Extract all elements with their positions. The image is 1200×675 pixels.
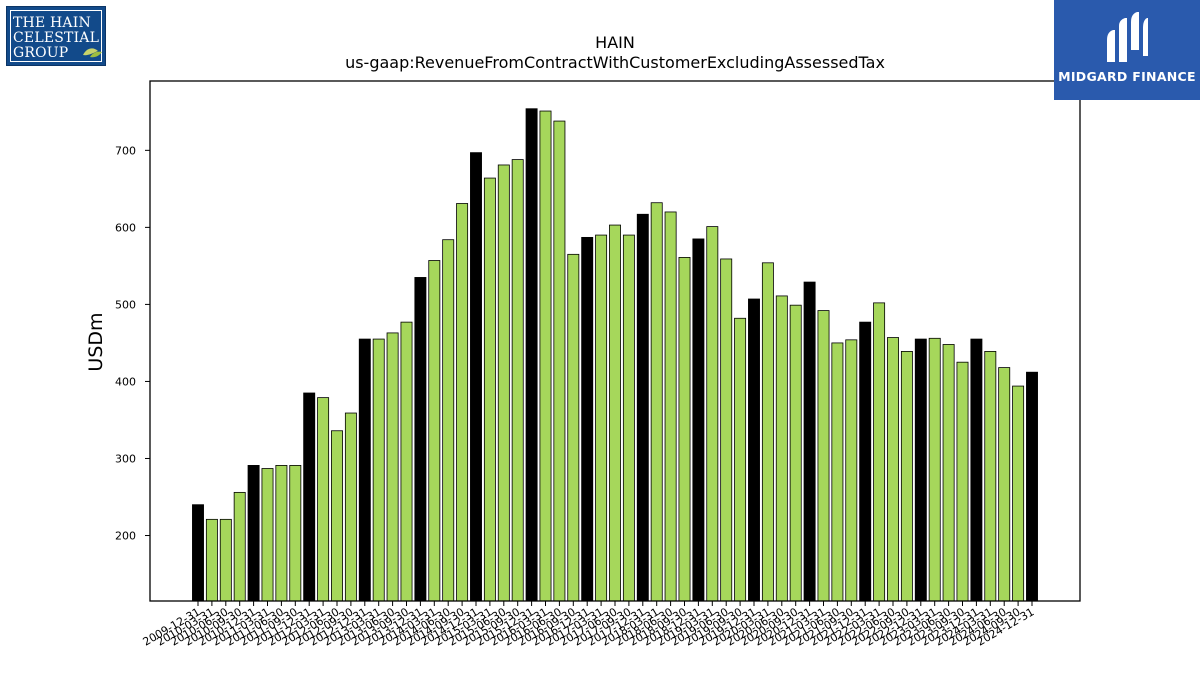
bar-2016-03-31: [539, 110, 552, 602]
logo-line-3: GROUP: [13, 45, 69, 61]
y-tick-label: 300: [115, 452, 136, 465]
bar-2013-09-30: [400, 321, 413, 602]
bar-2021-06-30: [831, 342, 844, 602]
bar-2010-09-30: [233, 491, 246, 602]
plot-frame: [149, 80, 1081, 602]
bar-2016-06-30: [553, 120, 566, 602]
y-tick-label: 600: [115, 221, 136, 234]
bar-2013-12-31: [414, 277, 427, 602]
x-axis: 2009-12-312010-03-312010-06-302010-09-30…: [141, 601, 1037, 649]
bar-2015-06-30: [497, 164, 510, 602]
leaf-icon: [83, 48, 102, 58]
bar-2012-12-31: [358, 338, 371, 602]
bar-2024-06-30: [998, 367, 1011, 602]
bar-2017-03-31: [595, 234, 608, 602]
bar-2024-03-31: [984, 350, 997, 602]
bar-2012-09-30: [344, 412, 357, 602]
bar-2017-06-30: [609, 224, 621, 602]
bar-2013-06-30: [386, 332, 399, 602]
bar-2023-09-30: [956, 361, 969, 602]
bar-2018-09-30: [678, 257, 691, 602]
logo-border: [10, 10, 102, 62]
bar-2020-06-30: [775, 295, 788, 602]
bar-2015-12-31: [525, 108, 538, 602]
bar-2010-03-31: [205, 518, 218, 602]
bar-2023-12-31: [970, 338, 983, 602]
y-tick-label: 700: [115, 144, 136, 157]
bar-2014-03-31: [428, 260, 441, 602]
midgard-finance-logo: MIDGARD FINANCE: [1054, 0, 1200, 100]
y-tick-label: 200: [115, 530, 136, 543]
hain-celestial-logo: THE HAIN CELESTIAL GROUP: [6, 6, 106, 66]
bar-2012-06-30: [331, 430, 343, 602]
bar-2024-12-31: [1026, 371, 1038, 602]
bar-2023-06-30: [942, 344, 955, 602]
bar-2022-06-30: [887, 337, 899, 602]
y-tick-label: 500: [115, 298, 136, 311]
bar-2019-06-30: [720, 258, 733, 602]
bar-2010-06-30: [219, 518, 232, 602]
bar-2022-03-31: [873, 302, 886, 602]
bar-2017-09-30: [622, 234, 635, 602]
bar-2017-12-31: [636, 213, 649, 602]
bar-2022-09-30: [900, 350, 913, 602]
bar-2019-12-31: [748, 298, 760, 602]
bar-2019-09-30: [734, 317, 747, 602]
chart-subtitle: us-gaap:RevenueFromContractWithCustomerE…: [345, 53, 885, 72]
bar-2021-09-30: [845, 339, 858, 602]
bar-2011-12-31: [303, 392, 316, 602]
bars-group: [192, 108, 1038, 602]
bar-2014-12-31: [470, 152, 482, 602]
bar-2018-12-31: [692, 238, 705, 602]
bar-2011-03-31: [261, 468, 274, 602]
bar-2023-03-31: [928, 337, 941, 602]
bar-2020-09-30: [789, 304, 802, 602]
bar-2015-03-31: [483, 177, 496, 602]
bar-2018-03-31: [650, 202, 663, 602]
y-axis-label: USDm: [85, 312, 107, 371]
bar-2022-12-31: [914, 338, 927, 602]
bar-2010-12-31: [247, 465, 260, 602]
bar-2012-03-31: [317, 397, 330, 602]
logo-line-2: CELESTIAL: [13, 30, 100, 46]
logo-line-1: THE HAIN: [13, 15, 91, 31]
bar-2020-03-31: [761, 262, 774, 602]
bar-2011-06-30: [275, 465, 288, 602]
bar-2018-06-30: [664, 211, 677, 602]
bar-2014-09-30: [456, 203, 469, 602]
bar-2009-12-31: [192, 504, 204, 602]
bar-2021-12-31: [859, 321, 872, 602]
bar-2016-12-31: [581, 236, 594, 602]
midgard-brand-text: MIDGARD FINANCE: [1058, 69, 1196, 84]
bar-2014-06-30: [442, 239, 455, 602]
bar-2020-12-31: [803, 281, 816, 602]
bar-2011-09-30: [289, 465, 302, 602]
bar-2013-03-31: [372, 338, 385, 602]
bar-2015-09-30: [511, 159, 524, 602]
y-axis: 200 300 400 500 600 700: [115, 144, 150, 543]
midgard-mark-icon: [1107, 12, 1148, 62]
y-tick-label: 400: [115, 375, 136, 388]
bar-2019-03-31: [706, 226, 719, 602]
bar-2016-09-30: [567, 253, 580, 602]
bar-2024-09-30: [1012, 385, 1025, 602]
bar-2021-03-31: [817, 310, 830, 602]
chart-title: HAIN: [595, 33, 635, 52]
